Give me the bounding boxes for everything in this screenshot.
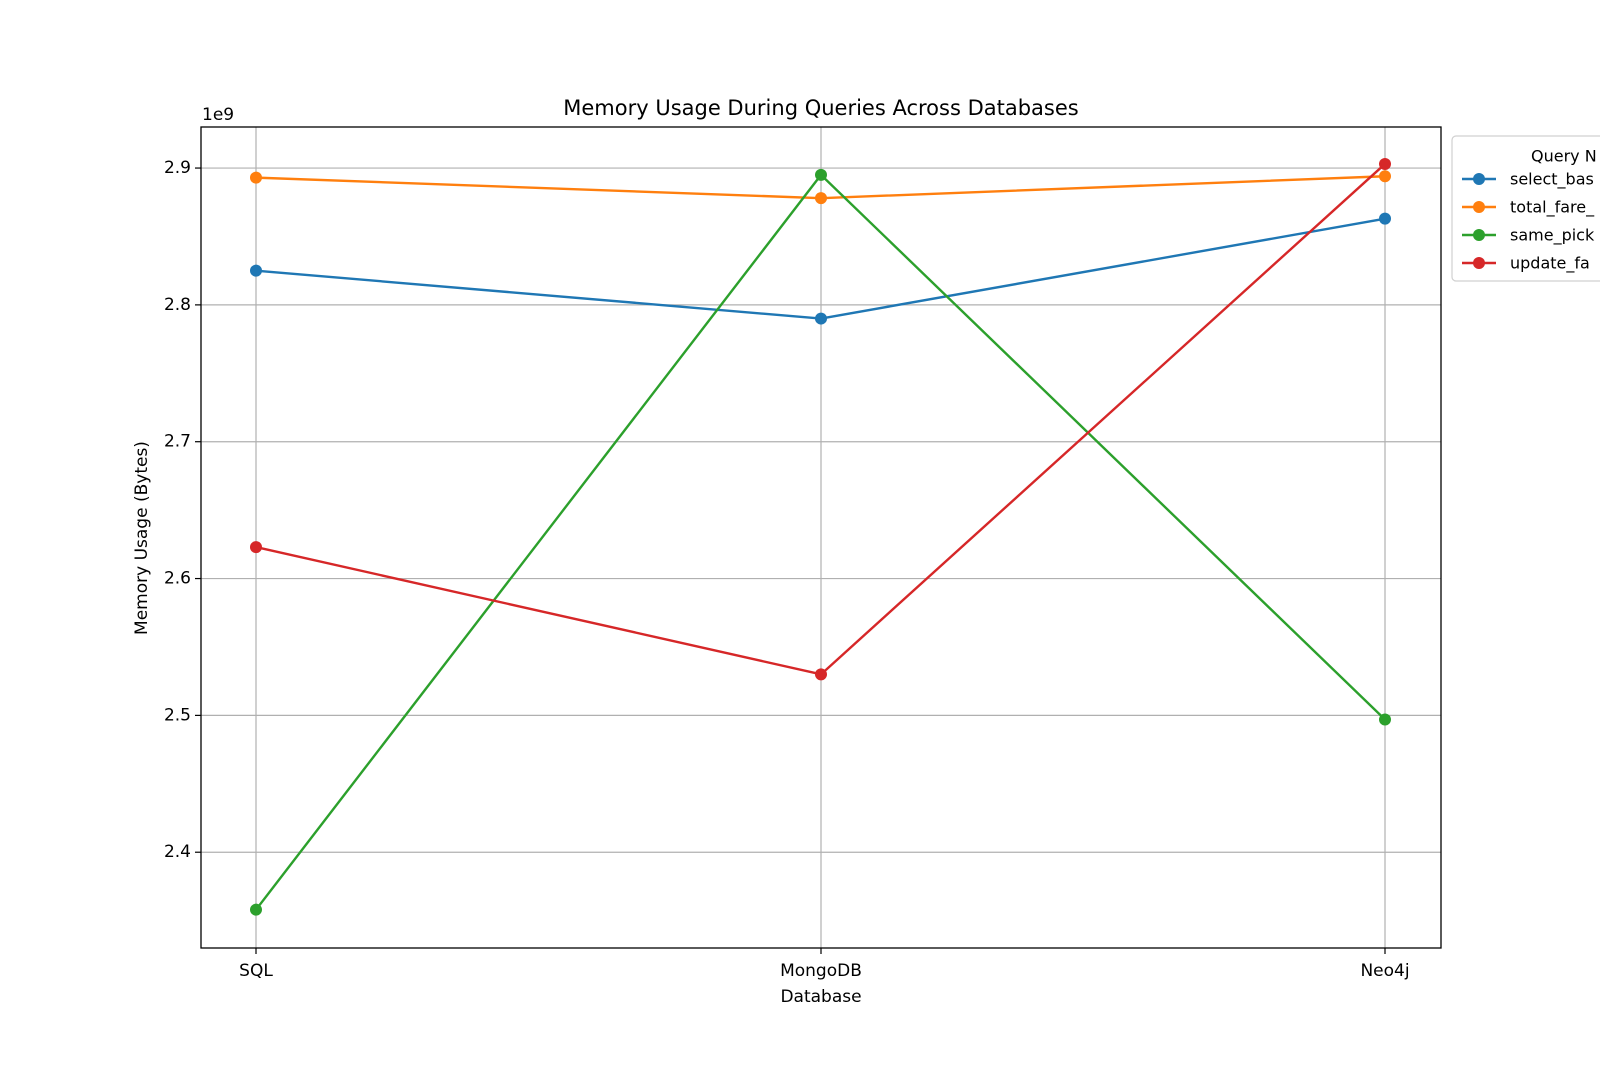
data-point (1379, 713, 1391, 726)
x-tick-label: MongoDB (780, 961, 862, 981)
x-tick-label: Neo4j (1360, 961, 1409, 981)
legend-label: total_fare_ (1510, 198, 1595, 218)
legend-item: total_fare_ (1462, 198, 1595, 218)
data-point (815, 668, 827, 681)
legend-item: same_pick (1462, 226, 1595, 246)
data-point (1379, 170, 1391, 183)
legend-marker (1473, 257, 1485, 269)
data-point (815, 192, 827, 205)
series-total-fare (250, 170, 1391, 205)
y-tick-label: 2.9 (164, 158, 191, 178)
legend-item: select_bas (1462, 170, 1594, 190)
legend: Query N select_bas total_fare_ same_pickup… (1451, 135, 1600, 282)
legend-marker (1473, 173, 1485, 185)
series-same-pick (250, 168, 1391, 916)
legend-item: update_fa (1462, 254, 1590, 274)
chart-title: Memory Usage During Queries Across Datab… (563, 96, 1078, 120)
legend-items: select_bas total_fare_ same_pick update_fa (1462, 170, 1595, 274)
y-tick-label: 2.6 (164, 569, 191, 589)
data-point (250, 171, 262, 184)
y-tick-label: 2.5 (164, 705, 191, 725)
legend-label: update_fa (1510, 254, 1590, 274)
y-tick-label: 2.4 (164, 842, 191, 862)
data-point (1379, 212, 1391, 225)
y-axis-title: Memory Usage (Bytes) (132, 441, 152, 635)
x-tick-label: SQL (239, 961, 273, 981)
y-tick-label: 2.7 (164, 432, 191, 452)
y-offset-label: 1e9 (202, 105, 234, 125)
axis-ticks: SQL MongoDB Neo4j 2.4 2.5 2.6 2.7 2.8 2.9 (164, 158, 1410, 981)
data-point (815, 312, 827, 325)
legend-title: Query N (1531, 147, 1597, 166)
series-update-fa (250, 157, 1391, 681)
grid (201, 127, 1441, 948)
legend-label: same_pick (1510, 226, 1595, 246)
legend-label: select_bas (1510, 170, 1594, 190)
data-point (250, 264, 262, 277)
legend-marker (1473, 229, 1485, 241)
y-tick-label: 2.8 (164, 295, 191, 315)
legend-marker (1473, 201, 1485, 213)
series-select-bas (250, 212, 1391, 325)
x-axis-title: Database (780, 987, 861, 1007)
data-point (1379, 157, 1391, 170)
data-point (250, 541, 262, 554)
series-lines (250, 157, 1391, 916)
legend-box (1451, 135, 1600, 282)
data-point (815, 168, 827, 181)
data-point (250, 903, 262, 916)
